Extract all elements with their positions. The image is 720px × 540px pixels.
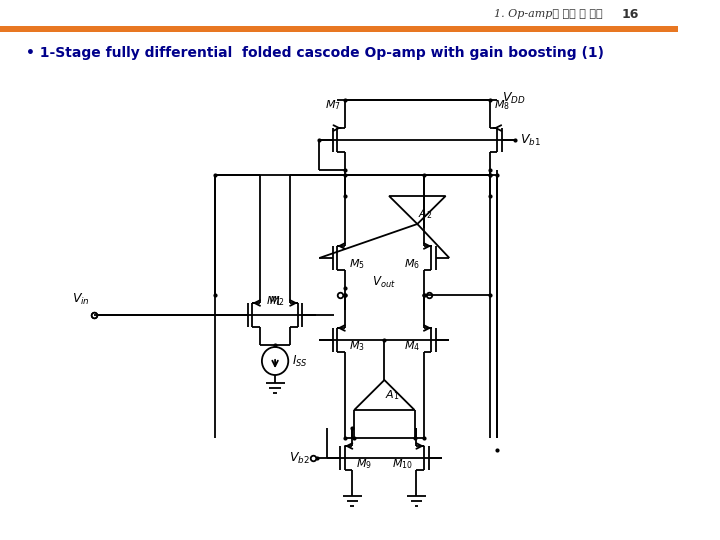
Text: 1. Op-amp의 구조 및 특성: 1. Op-amp의 구조 및 특성 <box>495 9 603 19</box>
Polygon shape <box>354 380 415 410</box>
Text: $M_{10}$: $M_{10}$ <box>392 457 413 471</box>
Text: $M_2$: $M_2$ <box>269 294 284 308</box>
Text: $M_7$: $M_7$ <box>325 98 341 112</box>
Text: $M_4$: $M_4$ <box>404 339 420 353</box>
Text: 16: 16 <box>622 8 639 21</box>
Text: • 1-Stage fully differential  folded cascode Op-amp with gain boosting (1): • 1-Stage fully differential folded casc… <box>27 46 604 60</box>
Text: $V_{in}$: $V_{in}$ <box>71 292 89 307</box>
Text: $V_{DD}$: $V_{DD}$ <box>502 90 526 105</box>
Text: $V_{b2}$: $V_{b2}$ <box>289 450 310 465</box>
Bar <box>0 26 678 32</box>
Text: $M_9$: $M_9$ <box>356 457 372 471</box>
Text: $M_3$: $M_3$ <box>348 339 364 353</box>
Text: $V_{out}$: $V_{out}$ <box>372 275 396 290</box>
Text: $I_{SS}$: $I_{SS}$ <box>292 354 307 368</box>
Text: $A_1$: $A_1$ <box>384 388 399 402</box>
Polygon shape <box>389 196 446 224</box>
Text: $M_5$: $M_5$ <box>348 257 364 271</box>
Text: $M_8$: $M_8$ <box>494 98 510 112</box>
Text: $V_{b1}$: $V_{b1}$ <box>520 132 541 147</box>
Text: $A_2$: $A_2$ <box>418 207 432 221</box>
Text: $M_6$: $M_6$ <box>404 257 420 271</box>
Text: $M_1$: $M_1$ <box>266 294 282 308</box>
